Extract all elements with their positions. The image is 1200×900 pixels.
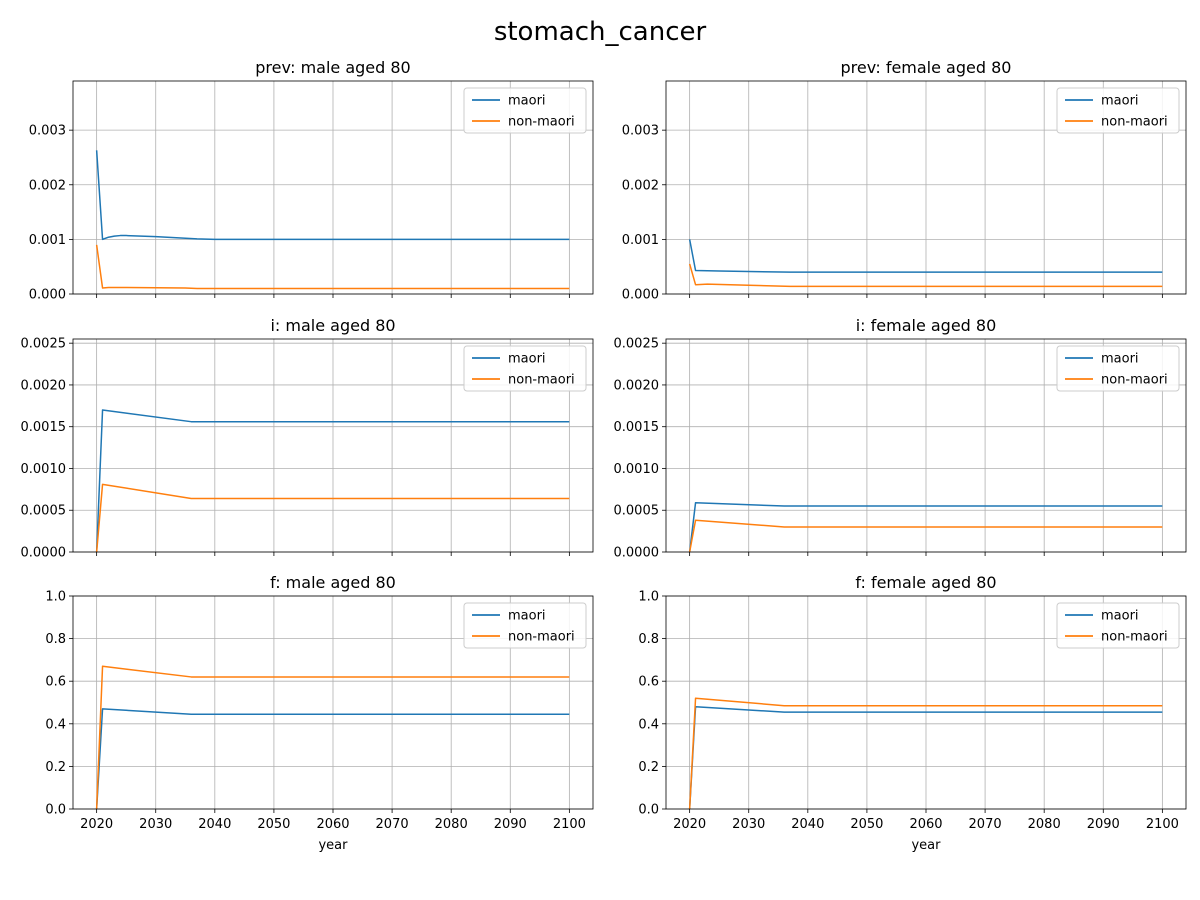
legend-label-maori: maori	[1101, 352, 1139, 367]
y-tick-label: 0.0025	[614, 337, 660, 352]
subplot-5: 0.0 0.2 0.4 0.6 0.8 1.0 2020 2030 2040 2050 2060 20…	[45, 573, 594, 853]
y-tick-label: 0.0020	[614, 378, 660, 393]
subplot-3: 0.0000 0.0005 0.0010 0.0015 0.0020 0.0025 i: m…	[21, 316, 594, 561]
y-tick-label: 0.2	[45, 760, 66, 775]
subplot-title: i: female aged 80	[856, 316, 997, 335]
y-tick-label: 1.0	[45, 590, 66, 605]
x-tick-label: 2070	[376, 817, 409, 832]
legend-label-non-maori: non-maori	[508, 115, 575, 130]
y-tick-label: 0.0	[638, 803, 659, 818]
series-line-non-maori	[95, 483, 570, 553]
legend-label-non-maori: non-maori	[508, 630, 575, 645]
legend: maori non-maori	[463, 345, 587, 392]
x-tick-label: 2060	[316, 817, 349, 832]
y-tick-label: 0.0	[45, 803, 66, 818]
y-tick-label: 0.8	[45, 632, 66, 647]
x-tick-label: 2020	[80, 817, 113, 832]
y-tick-label: 0.002	[29, 178, 66, 193]
series-line-maori	[688, 239, 1163, 273]
subplot-title: prev: female aged 80	[841, 58, 1012, 77]
y-tick-label: 0.0010	[614, 462, 660, 477]
subplot-6: 0.0 0.2 0.4 0.6 0.8 1.0 2020 2030 2040 2050 2060 20…	[638, 573, 1187, 853]
y-tick-label: 0.0000	[21, 546, 67, 561]
y-tick-label: 0.8	[638, 632, 659, 647]
y-tick-label: 0.6	[45, 675, 66, 690]
legend-label-maori: maori	[508, 94, 546, 109]
subplot-title: prev: male aged 80	[255, 58, 410, 77]
x-tick-label: 2080	[1028, 817, 1061, 832]
x-tick-label: 2040	[198, 817, 231, 832]
legend-label-non-maori: non-maori	[508, 373, 575, 388]
legend-label-maori: maori	[1101, 94, 1139, 109]
series-line-non-maori	[688, 697, 1163, 810]
y-tick-label: 1.0	[638, 590, 659, 605]
y-tick-label: 0.000	[622, 288, 659, 303]
subplot-title: i: male aged 80	[270, 316, 395, 335]
y-tick-label: 0.0020	[21, 378, 67, 393]
legend-label-maori: maori	[1101, 609, 1139, 624]
legend: maori non-maori	[1056, 345, 1180, 392]
x-tick-label: 2080	[435, 817, 468, 832]
y-tick-label: 0.0005	[21, 504, 67, 519]
x-tick-label: 2050	[850, 817, 883, 832]
series-line-maori	[95, 409, 570, 553]
y-tick-label: 0.001	[622, 233, 659, 248]
figure-title: stomach_cancer	[494, 17, 707, 47]
y-tick-label: 0.000	[29, 288, 66, 303]
legend-label-non-maori: non-maori	[1101, 630, 1168, 645]
y-tick-label: 0.0000	[614, 546, 660, 561]
y-tick-label: 0.6	[638, 675, 659, 690]
x-tick-label: 2040	[791, 817, 824, 832]
x-axis-label: year	[318, 838, 348, 853]
x-tick-label: 2100	[1146, 817, 1179, 832]
series-line-non-maori	[688, 263, 1163, 288]
legend: maori non-maori	[463, 602, 587, 649]
subplot-2: 0.000 0.001 0.002 0.003 prev: female aged 80…	[622, 58, 1187, 303]
y-tick-label: 0.2	[638, 760, 659, 775]
legend: maori non-maori	[1056, 87, 1180, 134]
legend-label-non-maori: non-maori	[1101, 115, 1168, 130]
y-tick-label: 0.0015	[21, 420, 67, 435]
x-tick-label: 2090	[494, 817, 527, 832]
subplot-title: f: male aged 80	[270, 573, 396, 592]
y-tick-label: 0.4	[45, 717, 66, 732]
y-tick-label: 0.003	[29, 124, 66, 139]
legend-label-maori: maori	[508, 609, 546, 624]
x-axis-label: year	[911, 838, 941, 853]
x-tick-label: 2100	[553, 817, 586, 832]
y-tick-label: 0.002	[622, 178, 659, 193]
legend: maori non-maori	[463, 87, 587, 134]
x-tick-label: 2020	[673, 817, 706, 832]
x-tick-label: 2030	[732, 817, 765, 832]
series-line-non-maori	[95, 665, 570, 810]
y-tick-label: 0.0015	[614, 420, 660, 435]
series-line-non-maori	[688, 519, 1163, 553]
legend-label-non-maori: non-maori	[1101, 373, 1168, 388]
y-tick-label: 0.0005	[614, 504, 660, 519]
y-tick-label: 0.4	[638, 717, 659, 732]
series-line-maori	[95, 150, 570, 241]
y-tick-label: 0.003	[622, 124, 659, 139]
series-line-maori	[688, 501, 1163, 553]
series-line-non-maori	[95, 244, 570, 290]
y-tick-label: 0.0025	[21, 337, 67, 352]
x-tick-label: 2030	[139, 817, 172, 832]
legend: maori non-maori	[1056, 602, 1180, 649]
x-tick-label: 2070	[969, 817, 1002, 832]
subplot-4: 0.0000 0.0005 0.0010 0.0015 0.0020 0.0025 i: f…	[614, 316, 1187, 561]
x-tick-label: 2090	[1087, 817, 1120, 832]
subplot-1: 0.000 0.001 0.002 0.003 prev: male aged 80 ma…	[29, 58, 594, 303]
series-line-maori	[95, 708, 570, 810]
y-tick-label: 0.001	[29, 233, 66, 248]
subplot-title: f: female aged 80	[855, 573, 996, 592]
x-tick-label: 2060	[909, 817, 942, 832]
y-tick-label: 0.0010	[21, 462, 67, 477]
legend-label-maori: maori	[508, 352, 546, 367]
x-tick-label: 2050	[257, 817, 290, 832]
